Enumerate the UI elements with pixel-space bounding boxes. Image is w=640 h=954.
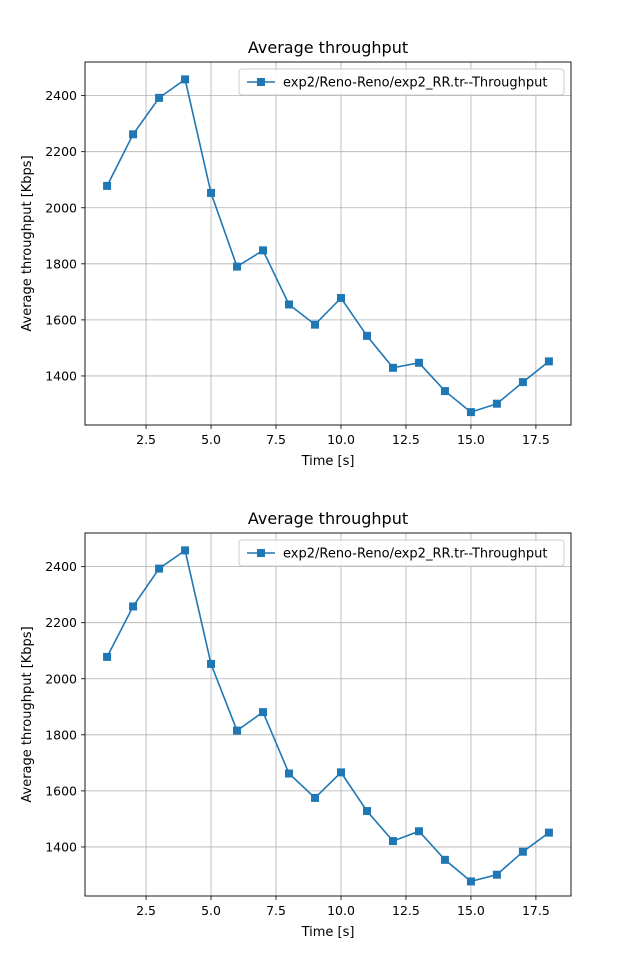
legend-box [238,539,565,567]
x-tick-label: 15.0 [457,903,485,918]
x-tick-label: 10.0 [327,903,355,918]
data-point [311,793,320,802]
y-tick-label: 1800 [45,256,77,271]
data-point [103,181,112,190]
data-point [259,246,268,255]
data-point [233,726,242,735]
x-tick-label: 7.5 [266,432,286,447]
grid [85,62,571,425]
series-1 [103,75,553,417]
y-tick-label: 2200 [45,144,77,159]
y-tick-label: 2000 [45,671,77,686]
series-line [106,78,550,413]
x-tick-label: 7.5 [266,903,286,918]
legend-entry: exp2/Reno-Reno/exp2_RR.tr--Throughput [283,547,548,562]
data-point [129,602,138,611]
y-axis-label: Average throughput [Kbps] [20,155,35,331]
y-axis: 1400 1600 1800 2000 2200 2400 [45,88,85,383]
data-point [181,75,190,84]
legend-box [238,68,565,96]
y-tick-label: 1600 [45,783,77,798]
y-tick-label: 2400 [45,559,77,574]
y-axis: 1400 1600 1800 2000 2200 2400 [45,559,85,854]
series-line [106,549,550,883]
x-axis-label: Time [s] [301,925,355,940]
data-point [518,378,527,387]
data-point [362,807,371,816]
y-tick-label: 1600 [45,312,77,327]
data-point [336,294,345,303]
data-point [311,320,320,329]
data-point [414,827,423,836]
x-tick-label: 5.0 [201,432,221,447]
data-point [336,768,345,777]
chart-panel-1: Average throughput 2.5 5.0 7.5 10.0 12.5 15.0 1… [20,38,572,469]
grid [85,533,571,896]
data-point [388,363,397,372]
data-point [259,708,268,717]
data-point [440,387,449,396]
legend-marker [257,549,265,557]
chart-title: Average throughput [248,38,408,57]
data-point [414,358,423,367]
x-tick-label: 2.5 [136,903,156,918]
x-tick-label: 12.5 [392,903,420,918]
plot-frame [84,532,572,897]
legend: exp2/Reno-Reno/exp2_RR.tr--Throughput [238,539,565,567]
data-point [466,408,475,417]
data-point [544,357,553,366]
y-tick-label: 1400 [45,839,77,854]
legend-marker [257,78,265,86]
plot-frame [84,61,572,426]
data-point [155,93,164,102]
y-tick-label: 1400 [45,368,77,383]
data-point [440,855,449,864]
data-point [155,564,164,573]
legend: exp2/Reno-Reno/exp2_RR.tr--Throughput [238,68,565,96]
series-1 [103,546,553,886]
x-axis: 2.5 5.0 7.5 10.0 12.5 15.0 17.5 [136,896,550,918]
x-tick-label: 10.0 [327,432,355,447]
data-point [388,837,397,846]
data-point [181,546,190,555]
x-axis: 2.5 5.0 7.5 10.0 12.5 15.0 17.5 [136,425,550,447]
chart-panel-2: Average throughput 2.5 5.0 7.5 10.0 12.5 15.0 1… [20,509,572,940]
data-point [518,847,527,856]
y-tick-label: 2000 [45,200,77,215]
y-tick-label: 2400 [45,88,77,103]
data-point [207,659,216,668]
data-point [103,652,112,661]
x-tick-label: 17.5 [522,432,550,447]
x-tick-label: 17.5 [522,903,550,918]
x-tick-label: 12.5 [392,432,420,447]
data-point [466,877,475,886]
chart-title: Average throughput [248,509,408,528]
data-point [233,262,242,271]
data-point [207,188,216,197]
y-axis-label: Average throughput [Kbps] [20,626,35,802]
data-point [362,331,371,340]
data-point [544,828,553,837]
data-point [492,870,501,879]
data-point [492,399,501,408]
x-tick-label: 15.0 [457,432,485,447]
x-tick-label: 5.0 [201,903,221,918]
y-tick-label: 1800 [45,727,77,742]
x-tick-label: 2.5 [136,432,156,447]
data-point [129,130,138,139]
data-point [285,769,294,778]
legend-entry: exp2/Reno-Reno/exp2_RR.tr--Throughput [283,76,548,91]
x-axis-label: Time [s] [301,454,355,469]
data-point [285,300,294,309]
y-tick-label: 2200 [45,615,77,630]
